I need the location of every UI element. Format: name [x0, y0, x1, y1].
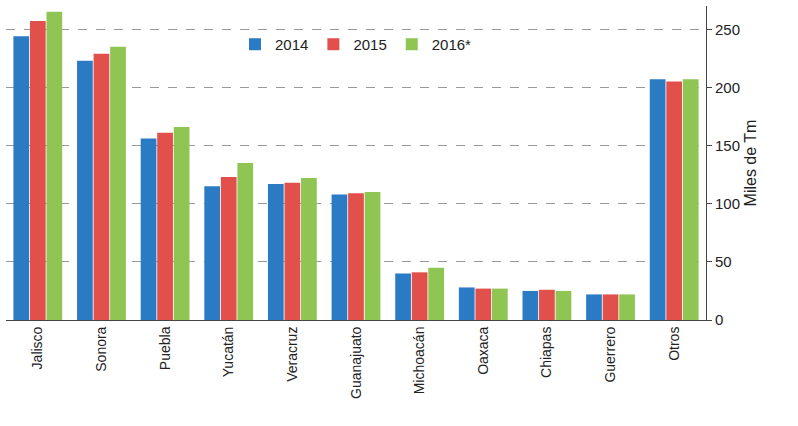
- svg-text:50: 50: [715, 253, 732, 270]
- svg-text:Guanajuato: Guanajuato: [348, 326, 364, 399]
- svg-text:Guerrero: Guerrero: [602, 326, 618, 382]
- svg-text:Otros: Otros: [666, 327, 682, 361]
- svg-text:Veracruz: Veracruz: [284, 327, 300, 382]
- svg-text:100: 100: [715, 195, 740, 212]
- svg-text:Michoacán: Michoacán: [411, 327, 427, 395]
- svg-text:Oaxaca: Oaxaca: [475, 326, 491, 374]
- svg-text:Sonora: Sonora: [93, 326, 109, 371]
- svg-text:Puebla: Puebla: [157, 326, 173, 370]
- svg-text:Yucatán: Yucatán: [220, 327, 236, 378]
- svg-text:Miles de Tm: Miles de Tm: [742, 120, 759, 207]
- svg-text:Chiapas: Chiapas: [538, 327, 554, 378]
- svg-text:200: 200: [715, 79, 740, 96]
- svg-text:2015: 2015: [353, 36, 386, 53]
- svg-text:250: 250: [715, 21, 740, 38]
- svg-text:0: 0: [715, 311, 723, 328]
- svg-text:150: 150: [715, 137, 740, 154]
- svg-text:2014: 2014: [275, 36, 308, 53]
- svg-text:Jalisco: Jalisco: [29, 326, 45, 369]
- svg-text:2016*: 2016*: [432, 36, 471, 53]
